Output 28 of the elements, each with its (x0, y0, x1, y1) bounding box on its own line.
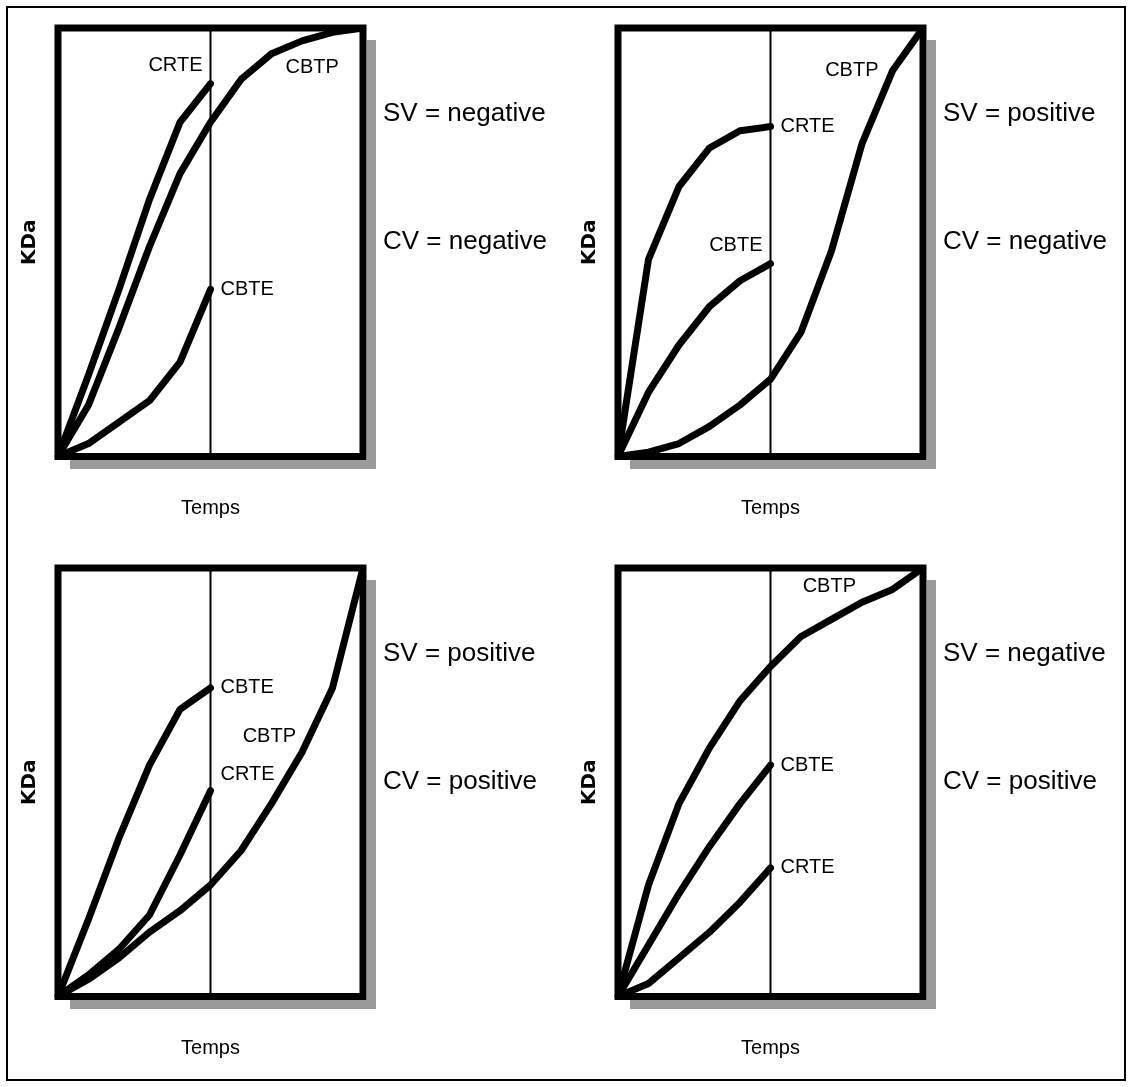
series-label: CRTE (148, 53, 203, 76)
x-axis-title: Temps (741, 495, 800, 518)
x-axis-title: Temps (741, 1035, 800, 1058)
series-label: CBTE (780, 752, 834, 775)
series-label: CBTE (220, 675, 274, 698)
series-label: CBTP (825, 58, 879, 81)
text: CV = negative (383, 225, 548, 256)
text: CV = negative (943, 225, 1108, 256)
series-label: CBTP (285, 55, 339, 78)
text: CV = positive (943, 765, 1097, 796)
text: SV = negative (943, 636, 1106, 667)
y-axis-title: KDa (576, 219, 601, 265)
series-label: CBTE (220, 276, 274, 299)
y-axis-title: KDa (16, 759, 41, 805)
text: SV = positive (943, 96, 1096, 127)
series-label: CRTE (220, 762, 275, 785)
x-axis-title: Temps (181, 1035, 240, 1058)
text: CV = positive (383, 765, 537, 796)
text: SV = negative (383, 96, 546, 127)
series-label: CBTP (242, 723, 296, 746)
text: SV = positive (383, 636, 536, 667)
series-label: CRTE (780, 855, 835, 878)
y-axis-title: KDa (16, 219, 41, 265)
series-label: CBTP (802, 573, 856, 596)
y-axis-title: KDa (576, 759, 601, 805)
x-axis-title: Temps (181, 495, 240, 518)
series-label: CBTE (709, 233, 763, 256)
series-label: CRTE (780, 114, 835, 137)
